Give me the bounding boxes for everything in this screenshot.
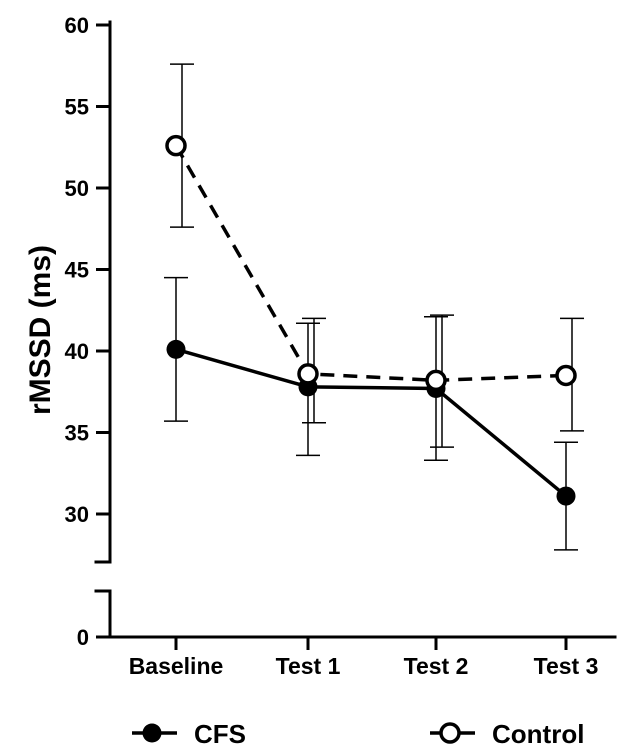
axes	[94, 20, 617, 639]
x-ticks: Baseline Test 1 Test 2 Test 3	[129, 637, 599, 679]
y-tick-label: 0	[77, 625, 89, 650]
series-cfs	[164, 276, 578, 551]
legend-item-cfs: CFS	[132, 719, 246, 747]
legend-marker	[439, 722, 461, 744]
y-tick-label: 35	[65, 421, 89, 446]
y-tick-label: 50	[65, 176, 89, 201]
plot-area	[164, 63, 584, 551]
legend-label: CFS	[194, 719, 246, 747]
data-point	[165, 134, 187, 157]
y-tick-label: 55	[65, 95, 89, 120]
x-tick-label: Baseline	[129, 653, 224, 679]
series-line	[174, 144, 567, 383]
legend-marker	[142, 723, 162, 743]
series-control	[165, 63, 584, 448]
legend: CFS Control	[132, 719, 584, 747]
y-tick-label: 60	[65, 13, 89, 38]
legend-item-control: Control	[430, 719, 584, 747]
data-point	[555, 364, 577, 387]
series-line	[175, 347, 568, 498]
x-tick-label: Test 2	[404, 653, 469, 679]
data-point	[425, 369, 447, 392]
x-tick-label: Test 1	[276, 653, 341, 679]
y-ticks: 0 30 35 40 45 50 55 60	[65, 13, 110, 650]
y-tick-label: 45	[65, 258, 89, 283]
legend-label: Control	[492, 719, 584, 747]
data-point	[297, 363, 319, 385]
x-tick-label: Test 3	[534, 653, 599, 679]
data-point	[166, 339, 186, 359]
y-tick-label: 40	[65, 339, 89, 364]
y-axis-label: rMSSD (ms)	[24, 245, 57, 415]
y-tick-label: 30	[65, 502, 89, 527]
data-point	[556, 486, 576, 506]
